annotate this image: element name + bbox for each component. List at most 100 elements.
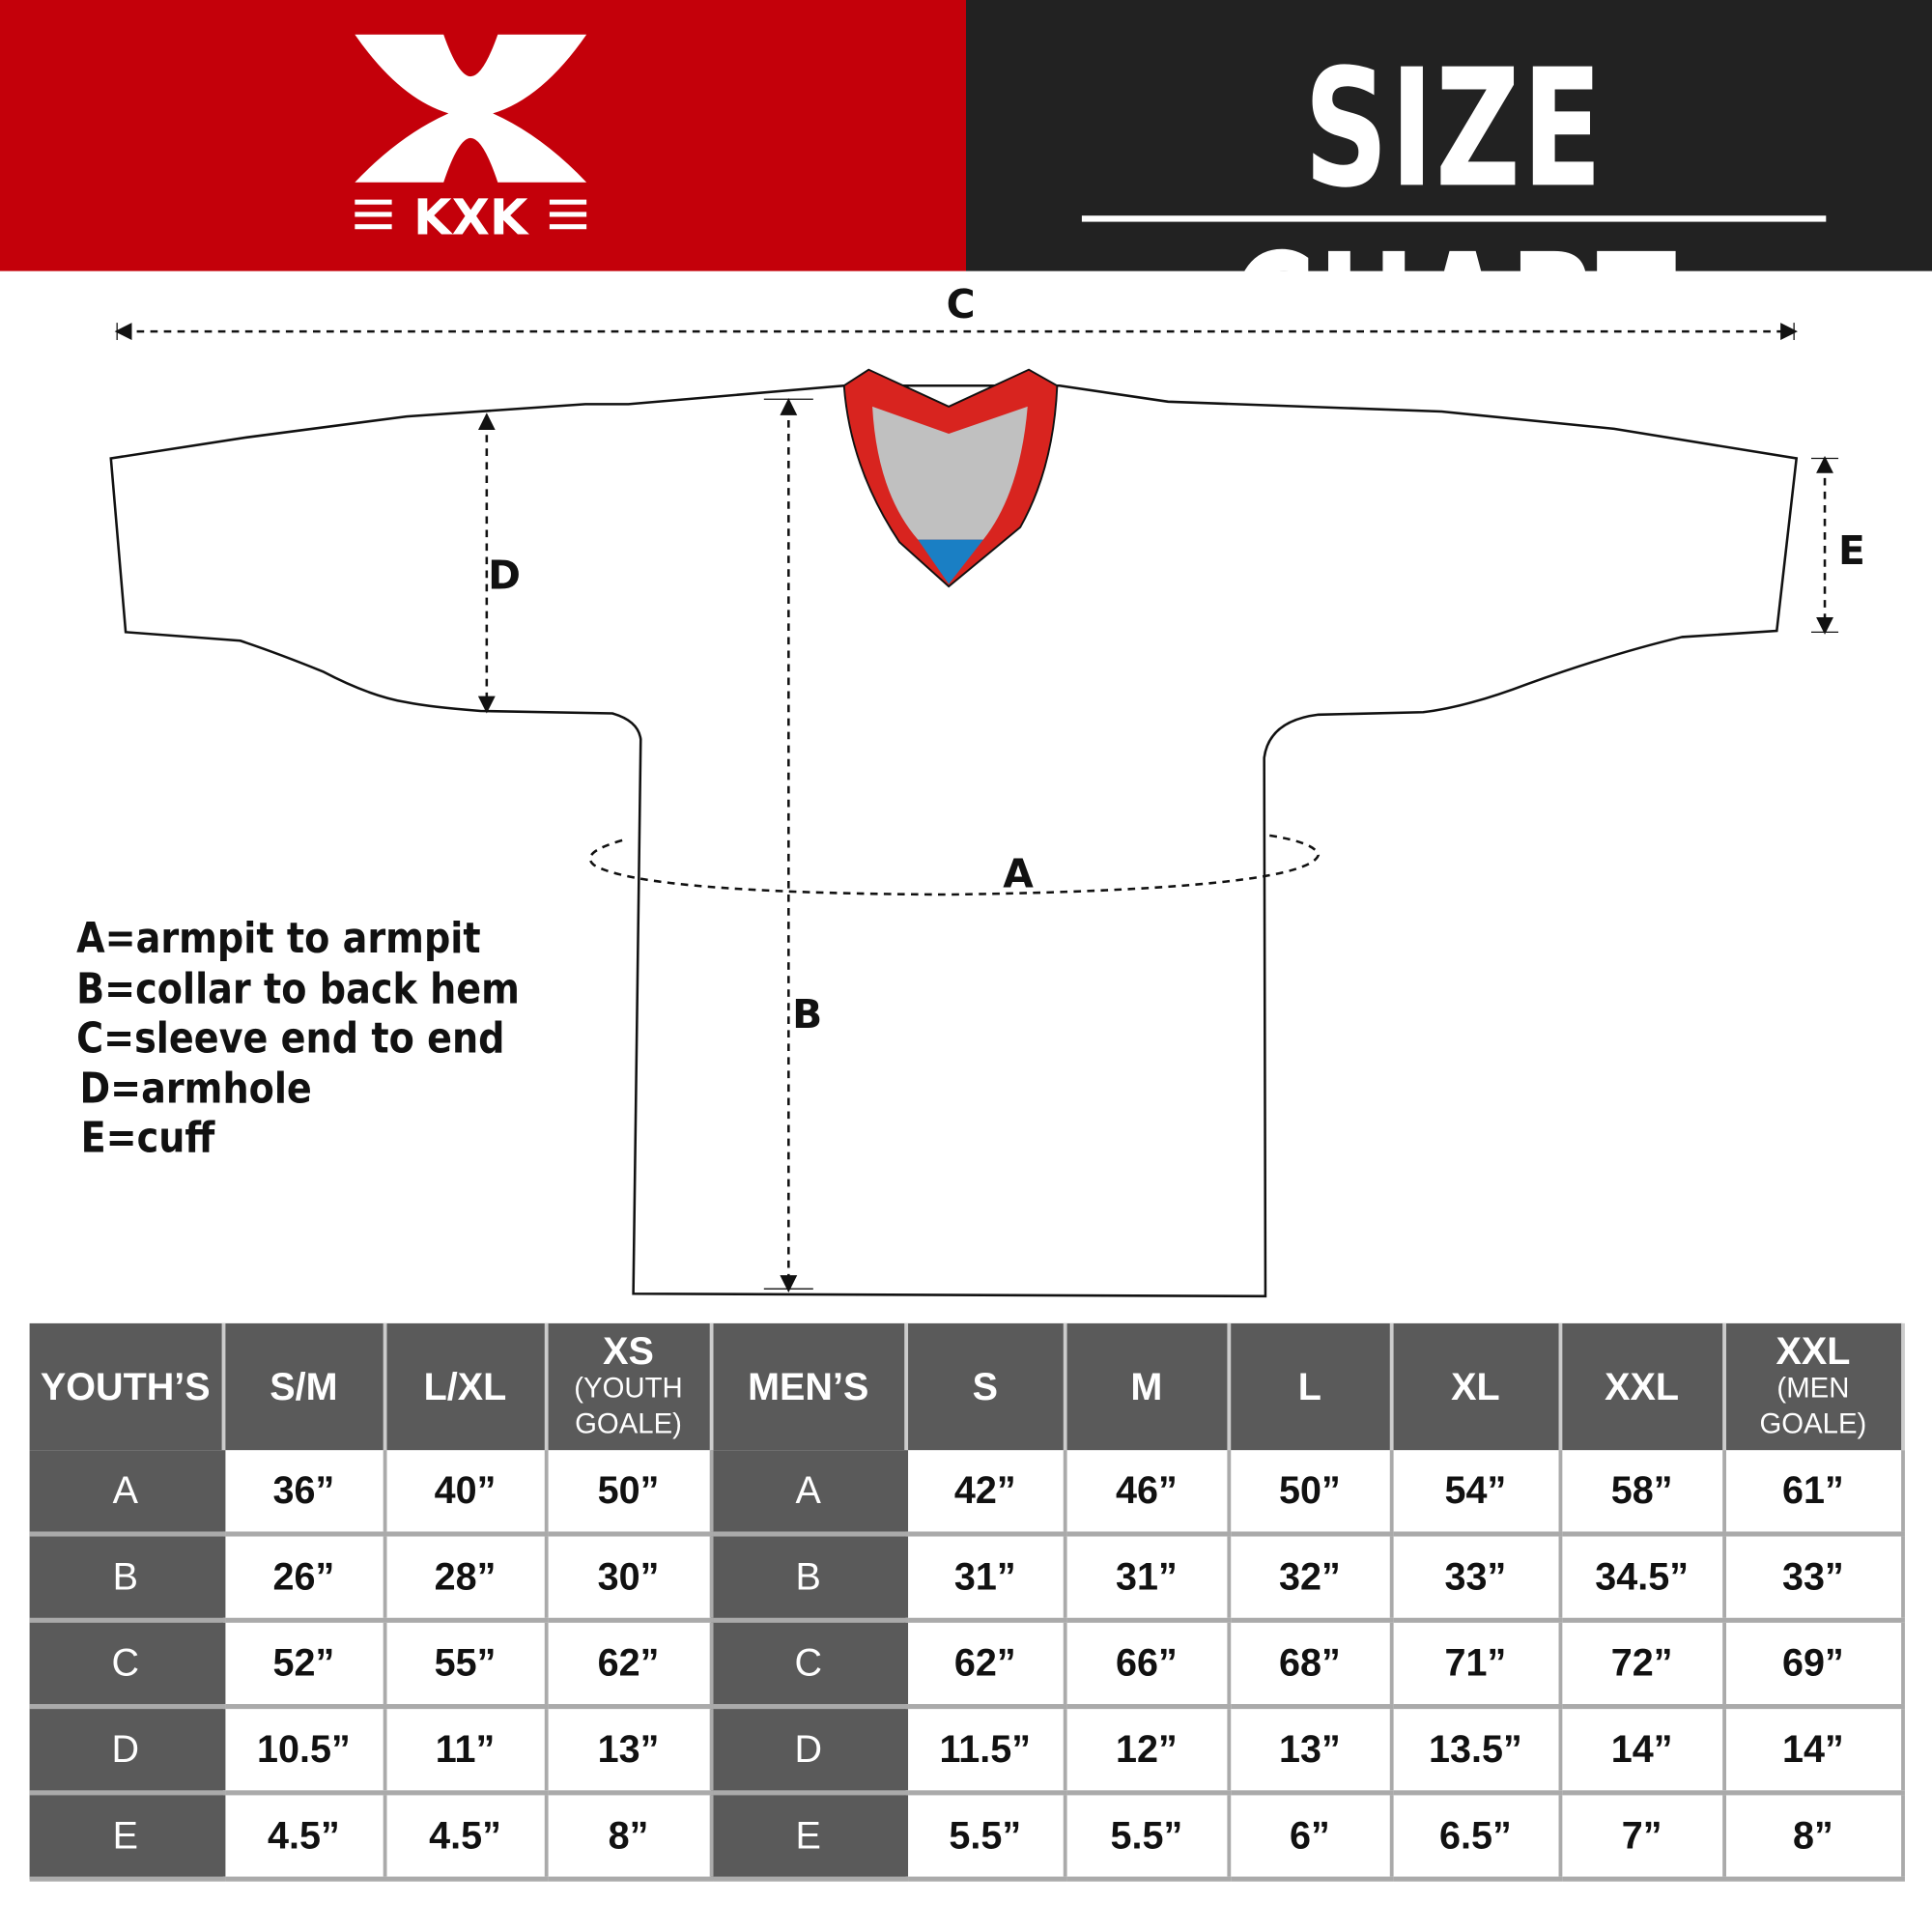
header-label: S/M xyxy=(270,1365,338,1408)
collar-tag xyxy=(918,539,983,584)
youth-cell: 10.5” xyxy=(222,1706,386,1796)
table-row: A 36” 40” 50” A 42” 46” 50” 54” 58” 61” xyxy=(29,1450,1905,1537)
men-size-header: XL xyxy=(1391,1322,1562,1451)
youth-cell: 62” xyxy=(546,1620,713,1710)
youth-cell: 30” xyxy=(546,1534,713,1623)
label-b: B xyxy=(792,990,823,1037)
men-cell: 69” xyxy=(1723,1620,1905,1710)
label-d: D xyxy=(488,552,521,599)
row-header: D xyxy=(29,1706,225,1796)
youth-cell: 52” xyxy=(222,1620,386,1710)
header-sublabel: (MEN GOALE) xyxy=(1759,1371,1867,1439)
men-cell: 54” xyxy=(1391,1450,1562,1537)
header-label: M xyxy=(1130,1365,1163,1408)
men-cell: 5.5” xyxy=(1065,1792,1231,1882)
men-cell: 5.5” xyxy=(905,1792,1066,1882)
men-size-header: XXL xyxy=(1559,1322,1726,1451)
men-cell: 42” xyxy=(905,1450,1066,1537)
youth-size-header: S/M xyxy=(222,1322,386,1451)
men-size-header: XXL (MEN GOALE) xyxy=(1723,1322,1905,1451)
brand-name: KXK xyxy=(413,189,530,246)
table-row: D 10.5” 11” 13” D 11.5” 12” 13” 13.5” 14” 14” xyxy=(29,1706,1905,1796)
men-cell: 13” xyxy=(1228,1706,1393,1796)
youth-cell: 28” xyxy=(384,1534,548,1623)
header-sublabel: (YOUTH GOALE) xyxy=(574,1371,683,1439)
label-a: A xyxy=(1003,850,1034,897)
measurement-legend: A=armpit to armpit B=collar to back hem … xyxy=(76,914,520,1163)
youth-cell: 40” xyxy=(384,1450,548,1537)
header-label: MEN’S xyxy=(748,1365,869,1408)
youth-cell: 55” xyxy=(384,1620,548,1710)
youth-cell: 26” xyxy=(222,1534,386,1623)
men-cell: 8” xyxy=(1723,1792,1905,1882)
men-size-header: M xyxy=(1065,1322,1231,1451)
men-cell: 14” xyxy=(1559,1706,1726,1796)
row-header: E xyxy=(710,1792,908,1882)
table-row: C 52” 55” 62” C 62” 66” 68” 71” 72” 69” xyxy=(29,1620,1905,1710)
men-size-header: L xyxy=(1228,1322,1393,1451)
legend-item: C=sleeve end to end xyxy=(76,1013,505,1064)
men-cell: 6” xyxy=(1228,1792,1393,1882)
men-cell: 33” xyxy=(1723,1534,1905,1623)
jersey-outline xyxy=(109,384,1799,1298)
youth-size-header: L/XL xyxy=(384,1322,548,1451)
men-cell: 46” xyxy=(1065,1450,1231,1537)
legend-item: A=armpit to armpit xyxy=(76,914,481,964)
row-header: B xyxy=(29,1534,225,1623)
row-header: E xyxy=(29,1792,225,1882)
men-cell: 32” xyxy=(1228,1534,1393,1623)
youth-cell: 4.5” xyxy=(222,1792,386,1882)
men-cell: 68” xyxy=(1228,1620,1393,1710)
label-e: E xyxy=(1838,526,1865,575)
header-label: L xyxy=(1297,1365,1321,1408)
header-label: YOUTH’S xyxy=(40,1365,211,1408)
men-cell: 72” xyxy=(1559,1620,1726,1710)
measure-a xyxy=(588,834,1321,896)
header-label: XL xyxy=(1451,1365,1500,1408)
legend-item: B=collar to back hem xyxy=(76,964,520,1014)
youth-cell: 4.5” xyxy=(384,1792,548,1882)
label-c: C xyxy=(946,280,976,328)
men-cell: 33” xyxy=(1391,1534,1562,1623)
title-underline xyxy=(1081,215,1827,222)
size-table: YOUTH’S S/M L/XL XS (YOUTH GOALE) MEN’S S M L XL X… xyxy=(29,1322,1905,1882)
men-cell: 34.5” xyxy=(1559,1534,1726,1623)
jersey-diagram xyxy=(109,323,1839,1298)
header-label: S xyxy=(972,1365,998,1408)
men-header: MEN’S xyxy=(710,1322,908,1451)
men-cell: 31” xyxy=(905,1534,1066,1623)
men-cell: 13.5” xyxy=(1391,1706,1562,1796)
men-size-header: S xyxy=(905,1322,1066,1451)
header-label: L/XL xyxy=(423,1365,507,1408)
row-header: B xyxy=(710,1534,908,1623)
kxk-logo: KXK xyxy=(355,34,587,246)
youth-cell: 8” xyxy=(546,1792,713,1882)
table-row: E 4.5” 4.5” 8” E 5.5” 5.5” 6” 6.5” 7” 8” xyxy=(29,1792,1905,1882)
men-cell: 61” xyxy=(1723,1450,1905,1537)
page-title: SIZE CHART xyxy=(1230,34,1679,410)
men-cell: 62” xyxy=(905,1620,1066,1710)
row-header: C xyxy=(710,1620,908,1710)
youth-size-header: XS (YOUTH GOALE) xyxy=(546,1322,713,1451)
men-cell: 6.5” xyxy=(1391,1792,1562,1882)
youth-cell: 13” xyxy=(546,1706,713,1796)
row-header: A xyxy=(29,1450,225,1537)
brand-banner: KXK xyxy=(0,0,966,271)
youth-header: YOUTH’S xyxy=(29,1322,225,1451)
men-cell: 7” xyxy=(1559,1792,1726,1882)
collar-inner xyxy=(872,406,1028,540)
table-row: B 26” 28” 30” B 31” 31” 32” 33” 34.5” 33” xyxy=(29,1534,1905,1623)
men-cell: 31” xyxy=(1065,1534,1231,1623)
men-cell: 11.5” xyxy=(905,1706,1066,1796)
row-header: A xyxy=(710,1450,908,1537)
youth-cell: 11” xyxy=(384,1706,548,1796)
men-cell: 58” xyxy=(1559,1450,1726,1537)
legend-item: E=cuff xyxy=(80,1114,215,1164)
men-cell: 14” xyxy=(1723,1706,1905,1796)
youth-cell: 36” xyxy=(222,1450,386,1537)
row-header: C xyxy=(29,1620,225,1710)
men-cell: 50” xyxy=(1228,1450,1393,1537)
header-label: XXL xyxy=(1605,1365,1680,1408)
header-label: XS xyxy=(603,1329,654,1373)
